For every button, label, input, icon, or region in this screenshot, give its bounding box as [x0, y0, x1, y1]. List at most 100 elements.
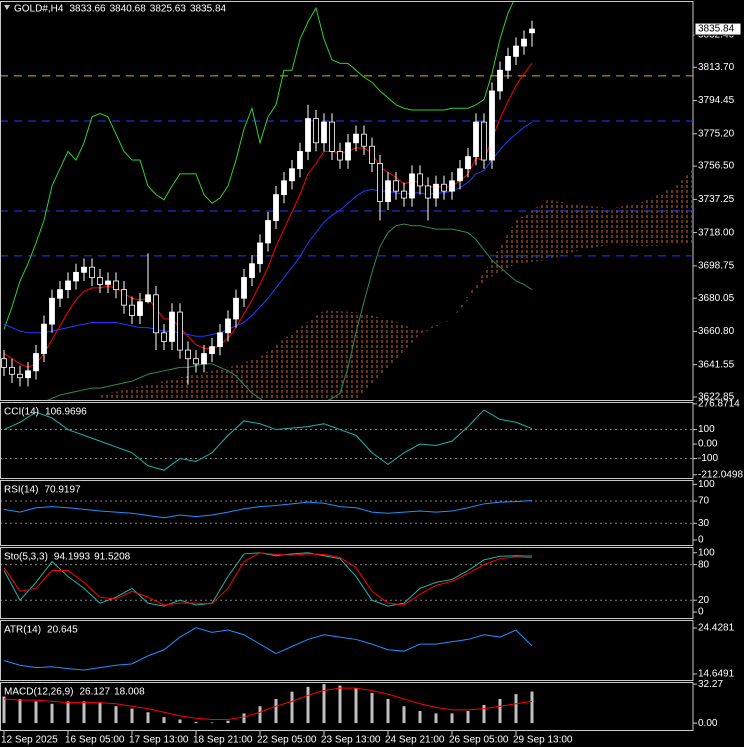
- indicator-value: 3825.63: [150, 4, 187, 15]
- histogram-bar: [114, 706, 118, 724]
- y-tick-label: 3737.25: [698, 194, 735, 205]
- candle-body: [201, 353, 207, 365]
- candle-body: [409, 173, 415, 199]
- indicator-value: 91.5208: [94, 552, 131, 563]
- y-tick-label: 100: [698, 547, 715, 558]
- candle-body: [193, 358, 199, 365]
- candle-body: [361, 133, 367, 147]
- candle-body: [489, 90, 495, 161]
- histogram-bar: [290, 691, 294, 724]
- candle-body: [49, 297, 55, 325]
- y-tick-label: 3813.70: [698, 62, 735, 73]
- candle-body: [441, 183, 447, 192]
- candle-body: [457, 168, 463, 182]
- x-tick-label: 24 Sep 21:00: [385, 735, 445, 746]
- histogram-bar: [130, 708, 134, 724]
- histogram-bar: [274, 698, 278, 724]
- price-tag: [694, 22, 742, 36]
- candle-body: [105, 280, 111, 285]
- candle-body: [425, 185, 431, 199]
- histogram-bar: [162, 717, 166, 724]
- histogram-bar: [338, 685, 342, 724]
- histogram-bar: [466, 711, 470, 724]
- candle-body: [369, 145, 375, 164]
- y-tick-label: 3641.55: [698, 359, 735, 370]
- candle-body: [313, 118, 319, 144]
- panel-title: MACD(12,26,9): [4, 687, 73, 698]
- x-tick-label: 23 Sep 13:00: [321, 735, 381, 746]
- histogram-bar: [226, 720, 230, 724]
- indicator-value: 106.9696: [45, 407, 87, 418]
- y-tick-label: 0.00: [698, 439, 718, 450]
- histogram-bar: [434, 713, 438, 724]
- y-tick-label: 24.4281: [698, 623, 735, 634]
- y-tick-label: 3718.00: [698, 227, 735, 238]
- x-tick-label: 26 Sep 05:00: [449, 735, 509, 746]
- candle-body: [393, 180, 399, 192]
- histogram-bar: [530, 691, 534, 724]
- candle-body: [161, 332, 167, 342]
- histogram-bar: [306, 686, 310, 724]
- indicator-value: 18.008: [114, 687, 145, 698]
- histogram-bar: [242, 713, 246, 724]
- symbol-marker: [4, 5, 10, 10]
- y-tick-label: -212.0498: [698, 469, 743, 480]
- histogram-bar: [178, 719, 182, 724]
- candle-body: [329, 121, 335, 152]
- candle-body: [233, 297, 239, 320]
- y-tick-label: 32.27: [698, 679, 723, 690]
- candle-body: [113, 280, 119, 291]
- candle-body: [241, 277, 247, 299]
- histogram-bar: [450, 713, 454, 724]
- candle-body: [249, 263, 255, 278]
- histogram-bar: [210, 722, 214, 724]
- candle-body: [153, 294, 159, 334]
- candle-body: [449, 180, 455, 192]
- candle-body: [289, 168, 295, 182]
- candle-body: [337, 151, 343, 161]
- x-tick-label: 22 Sep 05:00: [257, 735, 317, 746]
- y-tick-label: 0: [698, 535, 704, 546]
- candle-body: [265, 220, 271, 244]
- panel: [1, 409, 693, 471]
- y-tick-label: 100: [698, 479, 715, 490]
- x-tick-label: 18 Sep 21:00: [193, 735, 253, 746]
- indicator-line: [3, 2, 514, 330]
- y-tick-label: 70: [698, 496, 710, 507]
- panel-title: ATR(14): [4, 625, 41, 636]
- histogram-bar: [98, 702, 102, 724]
- candle-body: [417, 173, 423, 187]
- histogram-bar: [18, 698, 22, 724]
- ichimoku-cloud: [100, 170, 692, 400]
- candle-body: [481, 121, 487, 161]
- y-tick-label: 80: [698, 559, 710, 570]
- indicator-value: 70.9197: [44, 485, 81, 496]
- candle-body: [129, 304, 135, 316]
- candle-body: [9, 366, 15, 375]
- histogram-bar: [194, 721, 198, 724]
- indicator-value: 3840.68: [110, 4, 147, 15]
- y-tick-label: 3775.20: [698, 128, 735, 139]
- panel: [2, 684, 534, 724]
- candle-body: [473, 121, 479, 158]
- histogram-bar: [386, 698, 390, 724]
- candle-body: [353, 133, 359, 144]
- candle-body: [145, 294, 151, 303]
- candle-body: [169, 311, 175, 342]
- panel: [1, 500, 693, 524]
- candle-body: [41, 323, 47, 354]
- candle-body: [257, 242, 263, 265]
- candle-body: [65, 280, 71, 291]
- candle-body: [17, 373, 23, 379]
- x-tick-label: 29 Sep 13:00: [513, 735, 573, 746]
- candle-body: [345, 142, 351, 161]
- y-tick-label: 20: [698, 595, 710, 606]
- candle-body: [433, 183, 439, 199]
- histogram-bar: [34, 701, 38, 724]
- candle-body: [321, 121, 327, 144]
- panel-title: Sto(5,3,3): [4, 552, 48, 563]
- candle-body: [297, 151, 303, 170]
- panel-frames: [0, 1, 694, 731]
- histogram-bar: [514, 694, 518, 724]
